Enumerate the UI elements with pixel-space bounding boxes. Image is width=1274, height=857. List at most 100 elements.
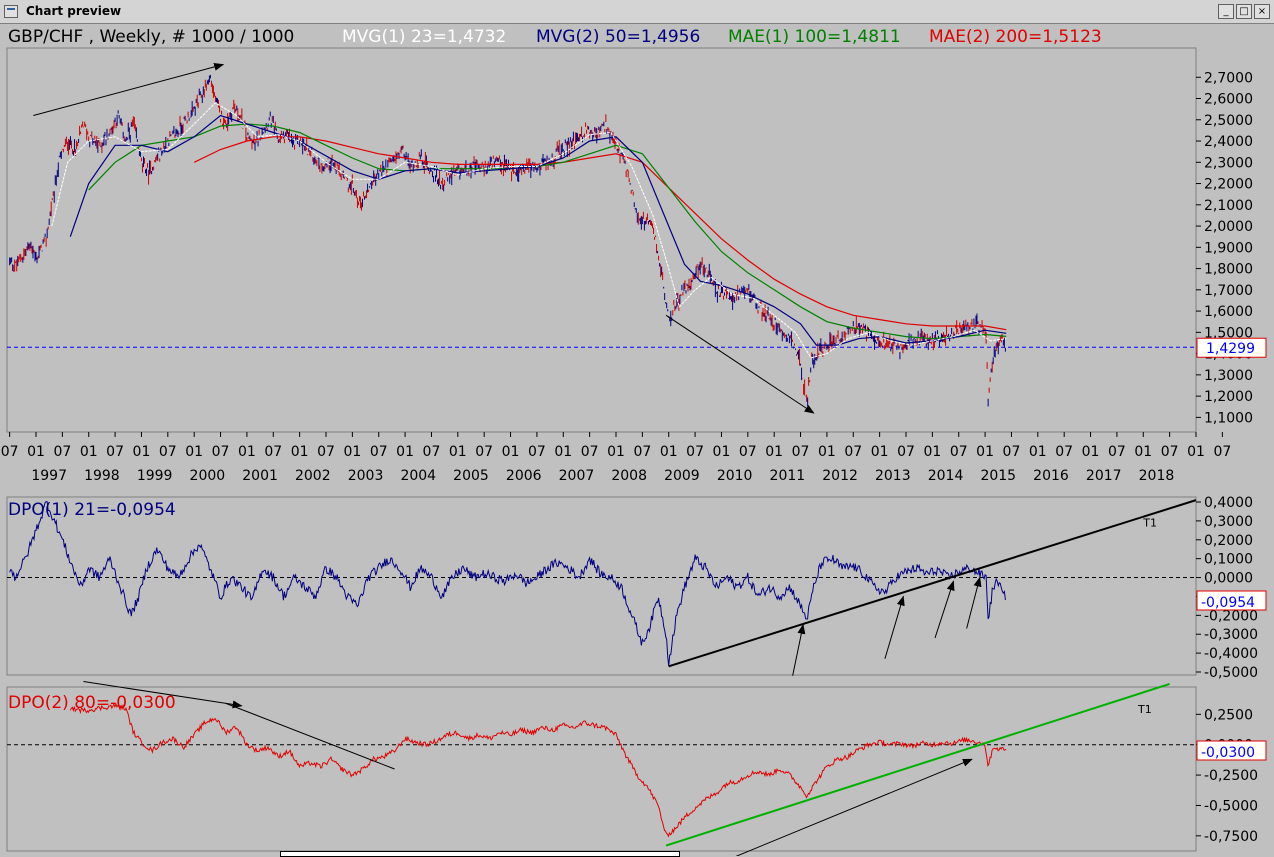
dpo1-trend-lines — [668, 499, 1197, 676]
indicator-y-tick-label: 0,3000 — [1204, 514, 1253, 530]
price-x-month-label: 01 — [343, 444, 361, 460]
price-y-tick-label: 1,1000 — [1204, 410, 1253, 426]
price-x-month-label: 01 — [554, 444, 572, 460]
price-x-month-label: 01 — [291, 444, 309, 460]
price-y-tick-label: 2,7000 — [1204, 70, 1253, 86]
price-x-month-label: 01 — [80, 444, 98, 460]
window-titlebar: Chart preview _ □ × — [0, 0, 1274, 24]
dpo1-label: DPO(1) 21=-0,0954 — [8, 500, 176, 520]
price-x-month-label: 07 — [370, 444, 388, 460]
dpo1-t1-label: T1 — [1142, 517, 1157, 530]
price-y-tick-label: 1,2000 — [1204, 389, 1253, 405]
price-last-value: 1,4299 — [1206, 341, 1255, 357]
price-x-month-label: 07 — [686, 444, 704, 460]
price-x-month-label: 07 — [1055, 444, 1073, 460]
dpo1-arrow — [884, 595, 905, 659]
indicator-y-tick-label: -0,5000 — [1204, 665, 1258, 681]
price-x-month-label: 01 — [1187, 444, 1205, 460]
price-x-month-label: 07 — [264, 444, 282, 460]
price-y-tick-label: 1,7000 — [1204, 283, 1253, 299]
price-x-month-label: 01 — [449, 444, 467, 460]
price-trend-lines — [33, 62, 815, 414]
price-x-year-label: 2016 — [1033, 468, 1069, 484]
dpo2-label: DPO(2) 80=-0,0300 — [8, 693, 176, 713]
indicator-y-tick-label: 0,2000 — [1204, 533, 1253, 549]
price-x-month-label: 01 — [765, 444, 783, 460]
price-x-year-label: 2008 — [611, 468, 647, 484]
price-x-year-label: 2013 — [875, 468, 911, 484]
price-x-month-label: 01 — [713, 444, 731, 460]
price-x-month-label: 01 — [396, 444, 414, 460]
price-x-month-label: 01 — [133, 444, 151, 460]
price-y-tick-label: 1,6000 — [1204, 304, 1253, 320]
dpo2-panel: 0,25000,0000-0,2500-0,5000-0,7500 DPO(2)… — [6, 680, 1267, 856]
dpo1-panel: 0,40000,30000,20000,10000,0000-0,1000-0,… — [6, 495, 1267, 681]
price-header: GBP/CHF , Weekly, # 1000 / 1000 MVG(1) 2… — [8, 27, 1102, 47]
price-x-month-label: 01 — [185, 444, 203, 460]
indicator-y-tick-label: -0,2500 — [1204, 768, 1258, 784]
legend-mae2: MAE(2) 200=1,5123 — [929, 27, 1102, 47]
mvg1-line — [51, 102, 1007, 359]
mae1-line — [88, 123, 1007, 340]
legend-mvg2: MVG(2) 50=1,4956 — [536, 27, 700, 47]
price-x-year-label: 1997 — [31, 468, 67, 484]
dpo2-y-axis: 0,25000,0000-0,2500-0,5000-0,7500 — [1196, 707, 1258, 845]
dpo1-series — [9, 501, 1006, 667]
price-y-tick-label: 2,6000 — [1204, 92, 1253, 108]
dpo1-y-axis: 0,40000,30000,20000,10000,0000-0,1000-0,… — [1196, 495, 1258, 681]
dpo2-trend-arrow — [83, 680, 243, 709]
price-x-month-label: 01 — [238, 444, 256, 460]
dpo1-last-value: -0,0954 — [1201, 595, 1255, 611]
price-x-month-label: 01 — [27, 444, 45, 460]
price-x-month-label: 01 — [660, 444, 678, 460]
indicator-y-tick-label: -0,7500 — [1204, 829, 1258, 845]
dpo2-line — [69, 702, 1007, 838]
price-x-month-label: 07 — [528, 444, 546, 460]
price-trend-line — [665, 314, 815, 414]
window-title: Chart preview — [26, 4, 122, 18]
dpo2-series — [69, 702, 1007, 838]
price-x-month-label: 01 — [871, 444, 889, 460]
dpo1-arrow — [966, 576, 982, 629]
price-y-tick-label: 2,1000 — [1204, 198, 1253, 214]
legend-mvg1: MVG(1) 23=1,4732 — [342, 27, 506, 47]
dpo1-trend-line — [668, 499, 1197, 668]
price-y-axis: 2,7000 2,6000 2,5000 2,4000 2,3000 2,2000 2,10… — [1196, 70, 1253, 426]
price-x-month-label: 01 — [1134, 444, 1152, 460]
price-x-month-label: 07 — [1003, 444, 1021, 460]
chart-canvas: 2,7000 2,6000 2,5000 2,4000 2,3000 2,2000 2,10… — [1, 27, 1267, 856]
indicator-y-tick-label: -0,3000 — [1204, 627, 1258, 643]
legend-mae1: MAE(1) 100=1,4811 — [728, 27, 901, 47]
dpo2-trend-arrow — [735, 758, 973, 856]
price-x-month-label: 07 — [844, 444, 862, 460]
price-y-tick-label: 2,3000 — [1204, 155, 1253, 171]
price-x-month-label: 01 — [607, 444, 625, 460]
price-x-month-label: 07 — [1108, 444, 1126, 460]
price-x-month-label: 07 — [581, 444, 599, 460]
price-y-tick-label: 2,2000 — [1204, 177, 1253, 193]
price-x-year-label: 2010 — [717, 468, 753, 484]
indicator-y-tick-label: 0,0000 — [1204, 571, 1253, 587]
price-x-year-label: 2006 — [506, 468, 542, 484]
dpo2-trend-arrow — [225, 702, 395, 770]
price-x-month-label: 07 — [475, 444, 493, 460]
maximize-button[interactable]: □ — [1236, 4, 1252, 19]
dpo1-arrow — [934, 580, 955, 639]
price-x-month-label: 01 — [818, 444, 836, 460]
indicator-y-tick-label: -0,5000 — [1204, 798, 1258, 814]
dpo1-line — [9, 501, 1006, 667]
price-x-year-label: 2012 — [822, 468, 858, 484]
close-button[interactable]: × — [1254, 4, 1270, 19]
price-x-month-label: 07 — [53, 444, 71, 460]
price-x-year-label: 1998 — [84, 468, 120, 484]
price-x-year-label: 2004 — [400, 468, 436, 484]
price-x-month-label: 07 — [106, 444, 124, 460]
price-x-month-label: 07 — [212, 444, 230, 460]
moving-averages — [51, 102, 1007, 359]
dpo2-trend-lines — [83, 680, 1170, 856]
price-x-year-label: 2001 — [242, 468, 278, 484]
minimize-button[interactable]: _ — [1218, 4, 1234, 19]
price-x-month-label: 07 — [897, 444, 915, 460]
mvg2-line — [69, 114, 1007, 346]
price-last-value-box: 1,4299 — [1196, 337, 1267, 358]
